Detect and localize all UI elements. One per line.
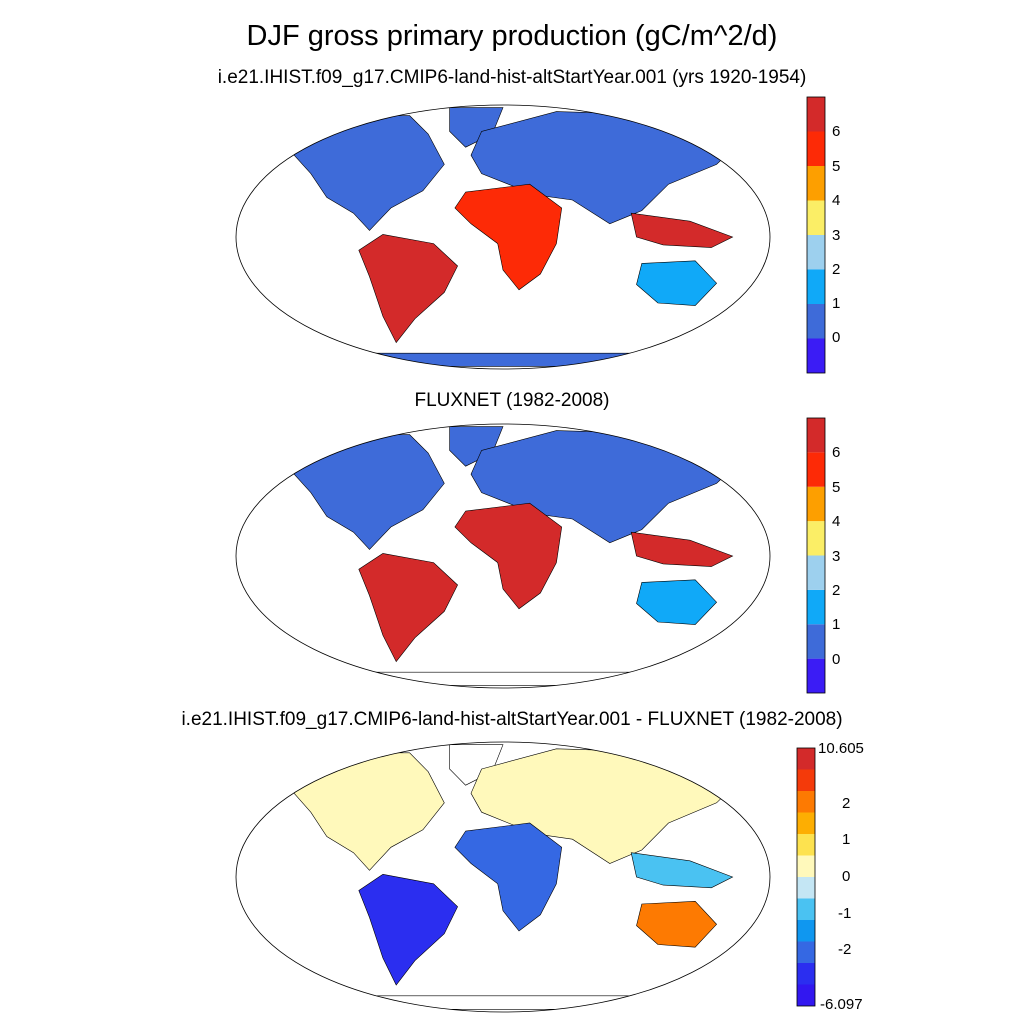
colorbar-1 xyxy=(806,96,826,374)
colorbar-segment xyxy=(797,791,815,813)
colorbar-segment xyxy=(807,418,825,453)
cb1-label: 3 xyxy=(832,227,841,244)
colorbar-segment xyxy=(807,166,825,201)
panel-2-title: FLUXNET (1982-2008) xyxy=(414,390,610,411)
colorbar-segment xyxy=(807,521,825,556)
cb1-label: 0 xyxy=(832,329,841,346)
cb2-label: 1 xyxy=(832,616,841,633)
cb2-label: 5 xyxy=(832,479,841,496)
panel-3-title: i.e21.IHIST.f09_g17.CMIP6-land-hist-altS… xyxy=(181,709,843,730)
cb3-label: 1 xyxy=(842,831,851,848)
cb1-label: 2 xyxy=(832,261,841,278)
continent-samerica xyxy=(358,234,458,344)
map-panel-1 xyxy=(235,104,771,370)
colorbar-segment xyxy=(797,834,815,856)
cb1-label: 6 xyxy=(832,123,841,140)
cb2-label: 3 xyxy=(832,548,841,565)
continent-seasia xyxy=(630,852,734,889)
colorbar-segment xyxy=(807,304,825,339)
cb3-label: 2 xyxy=(842,795,851,812)
map-frame xyxy=(235,423,771,689)
colorbar-segment xyxy=(807,97,825,132)
cb3-label: 10.605 xyxy=(818,740,864,757)
continent-africa xyxy=(454,183,563,291)
colorbar-segment xyxy=(807,338,825,373)
cb2-label: 6 xyxy=(832,444,841,461)
cb3-label: -1 xyxy=(838,905,852,922)
continent-seasia xyxy=(630,531,734,567)
colorbar-segment xyxy=(797,898,815,920)
colorbar-segment xyxy=(807,624,825,659)
colorbar-segment xyxy=(807,235,825,270)
colorbar-segment xyxy=(797,920,815,942)
colorbar-segment xyxy=(797,963,815,985)
colorbar-2 xyxy=(806,417,826,694)
continent-australia xyxy=(636,579,718,625)
colorbar-segment xyxy=(797,877,815,899)
colorbar-segment xyxy=(807,131,825,166)
cb3-label: 0 xyxy=(842,868,851,885)
colorbar-3 xyxy=(796,747,816,1007)
continent-samerica xyxy=(358,553,458,663)
colorbar-segment xyxy=(807,269,825,304)
colorbar-segment xyxy=(807,589,825,625)
colorbar-segment xyxy=(797,769,815,791)
continent-africa xyxy=(454,822,563,932)
colorbar-segment xyxy=(797,984,815,1006)
continent-namerica xyxy=(289,752,445,871)
colorbar-segment xyxy=(807,200,825,235)
cb1-label: 1 xyxy=(832,295,841,312)
map-panel-2 xyxy=(235,423,771,689)
cb1-label: 4 xyxy=(832,192,841,209)
continent-africa xyxy=(454,502,563,610)
cb2-label: 2 xyxy=(832,582,841,599)
cb2-label: 0 xyxy=(832,651,841,668)
cb3-label: -6.097 xyxy=(820,996,863,1013)
colorbar-segment xyxy=(807,452,825,487)
continent-seasia xyxy=(630,212,734,248)
map-panel-3 xyxy=(235,741,771,1013)
continent-namerica xyxy=(289,115,445,231)
colorbar-segment xyxy=(807,555,825,590)
cb3-label: -2 xyxy=(838,941,852,958)
colorbar-segment xyxy=(797,855,815,877)
continent-australia xyxy=(636,900,718,948)
map-frame xyxy=(235,741,771,1013)
continent-australia xyxy=(636,260,718,306)
colorbar-segment xyxy=(807,658,825,693)
continent-samerica xyxy=(358,873,458,986)
cb2-label: 4 xyxy=(832,513,841,530)
colorbar-segment xyxy=(797,941,815,963)
continent-namerica xyxy=(289,434,445,550)
panel-1-title: i.e21.IHIST.f09_g17.CMIP6-land-hist-altS… xyxy=(217,67,807,88)
main-title: DJF gross primary production (gC/m^2/d) xyxy=(246,20,778,52)
map-frame xyxy=(235,104,771,370)
colorbar-segment xyxy=(807,486,825,522)
cb1-label: 5 xyxy=(832,158,841,175)
colorbar-segment xyxy=(797,812,815,834)
colorbar-segment xyxy=(797,748,815,770)
